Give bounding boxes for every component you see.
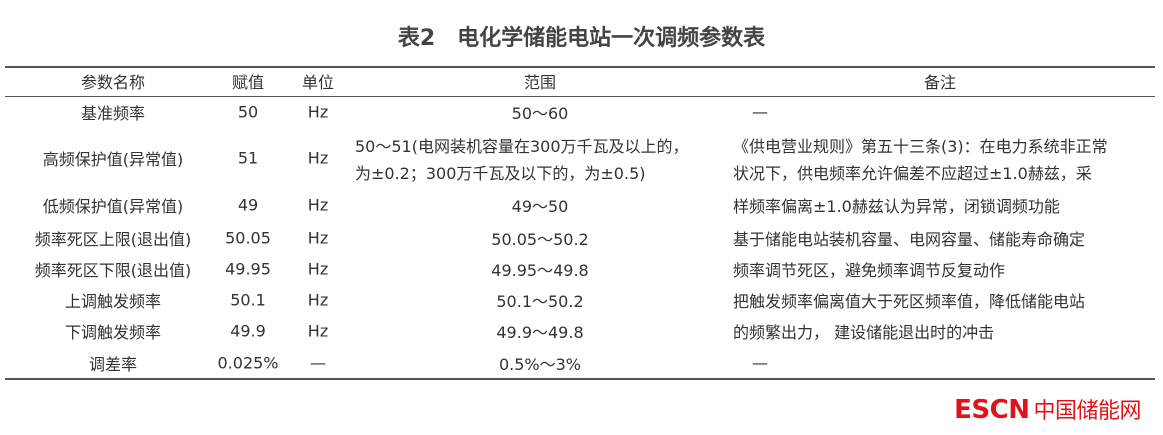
param-range: 50～60: [511, 104, 569, 123]
param-value: 49: [237, 195, 259, 215]
logo-cn: 中国储能网: [1033, 399, 1141, 424]
bottom-rule: [5, 378, 1155, 380]
param-unit: Hz: [307, 259, 329, 279]
param-unit: Hz: [307, 321, 329, 341]
remark-line: 状况下，供电频率允许偏差不应超过±1.0赫兹，采: [733, 164, 1092, 183]
param-value: 49.95: [225, 259, 271, 279]
param-value: 50.1: [230, 290, 266, 310]
param-value: 0.025%: [217, 353, 279, 373]
header-cell: 参数名称: [80, 73, 146, 92]
param-range: 为±0.2；300万千瓦及以下的，为±0.5): [355, 164, 646, 183]
header-cell: 备注: [923, 73, 957, 92]
header-rule: [5, 96, 1155, 97]
param-range: 49.9～49.8: [496, 323, 584, 342]
remark-line: 样频率偏离±1.0赫兹认为异常，闭锁调频功能: [733, 197, 1060, 216]
remark-line: —: [752, 102, 768, 122]
logo-latin: ESCN: [954, 395, 1030, 425]
param-name: 频率死区上限(退出值): [34, 230, 192, 249]
param-range: 0.5%～3%: [498, 355, 582, 374]
param-name: 低频保护值(异常值): [42, 197, 184, 216]
param-unit: Hz: [307, 195, 329, 215]
param-unit: Hz: [307, 290, 329, 310]
table-title: 表2 电化学储能电站一次调频参数表: [397, 26, 766, 51]
escn-logo: ESCN 中国储能网: [954, 393, 1141, 425]
param-value: 50: [237, 102, 259, 122]
param-name: 下调触发频率: [64, 323, 162, 342]
param-name: 调差率: [88, 355, 138, 374]
param-range: 50～51(电网装机容量在300万千瓦及以上的，: [355, 137, 689, 156]
param-name: 高频保护值(异常值): [42, 150, 184, 169]
remark-line: 基于储能电站装机容量、电网容量、储能寿命确定: [733, 230, 1086, 249]
param-unit: —: [310, 353, 326, 373]
param-name: 基准频率: [80, 104, 146, 123]
header-cell: 赋值: [231, 73, 265, 92]
param-range: 49.95～49.8: [491, 261, 589, 280]
param-unit: Hz: [307, 102, 329, 122]
header-cell: 单位: [301, 73, 335, 92]
remark-line: —: [752, 353, 768, 373]
param-name: 上调触发频率: [64, 292, 162, 311]
remark-line: 把触发频率偏离值大于死区频率值，降低储能电站: [733, 292, 1086, 311]
remark-line: 的频繁出力， 建设储能退出时的冲击: [733, 323, 995, 342]
param-range: 50.05～50.2: [491, 230, 589, 249]
param-value: 51: [237, 148, 259, 168]
header-cell: 范围: [523, 73, 557, 92]
param-value: 50.05: [225, 228, 271, 248]
param-range: 50.1～50.2: [496, 292, 584, 311]
param-range: 49～50: [511, 197, 569, 216]
param-unit: Hz: [307, 148, 329, 168]
top-rule: [5, 66, 1155, 68]
param-name: 频率死区下限(退出值): [34, 261, 192, 280]
remark-line: 频率调节死区，避免频率调节反复动作: [733, 261, 1006, 280]
param-value: 49.9: [230, 321, 266, 341]
param-unit: Hz: [307, 228, 329, 248]
remark-line: 《供电营业规则》第五十三条(3)：在电力系统非正常: [733, 137, 1108, 156]
